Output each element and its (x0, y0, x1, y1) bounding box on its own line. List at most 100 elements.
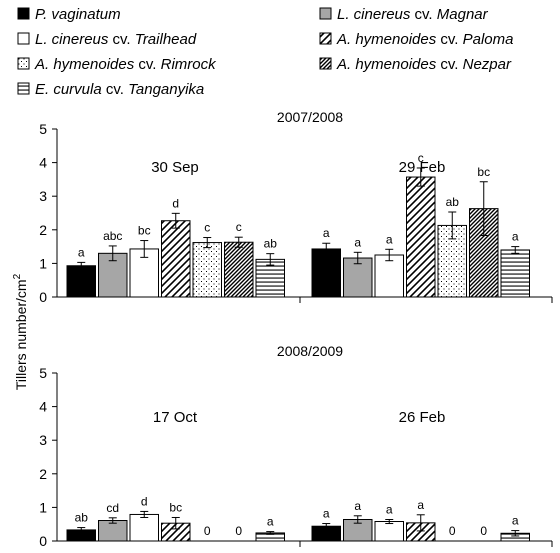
bar (161, 220, 191, 298)
y-tick-label: 4 (39, 155, 47, 171)
significance-letter: 0 (480, 524, 487, 538)
significance-letter: bc (169, 500, 182, 514)
significance-letter: c (418, 151, 424, 165)
legend-label-part: P. vaginatum (35, 6, 121, 23)
bar (406, 176, 436, 298)
significance-letter: d (172, 196, 179, 210)
legend-item-2: L. cinereus cv. Magnar (319, 6, 489, 23)
legend-label-part: E. curvula (35, 81, 102, 98)
legend-swatch (319, 57, 332, 70)
significance-letter: 0 (235, 524, 242, 538)
legend-swatch (17, 7, 30, 20)
significance-letter: a (323, 226, 330, 240)
significance-letter: ab (446, 195, 460, 209)
legend-label-part: Paloma (463, 31, 514, 48)
y-tick-label: 1 (39, 255, 47, 271)
legend-label-part: L. cinereus (35, 31, 109, 48)
legend-label-part: A. hymenoides (336, 31, 437, 48)
legend-label-part: cv. (410, 6, 436, 23)
significance-letter: ab (75, 511, 89, 525)
bar (500, 249, 530, 298)
legend-label-part: cv. (108, 31, 134, 48)
significance-letter: a (354, 235, 361, 249)
legend-label-part: cv. (436, 31, 462, 48)
legend-label: P. vaginatum (35, 6, 121, 23)
significance-letter: abc (103, 229, 122, 243)
significance-letter: a (386, 232, 393, 246)
legend-swatch (319, 7, 332, 20)
significance-letter: bc (138, 224, 151, 238)
significance-letter: ab (264, 237, 278, 251)
significance-letter: cd (106, 501, 119, 515)
significance-letter: a (417, 498, 424, 512)
legend-item-5: A. hymenoides cv. Rimrock (17, 56, 217, 73)
y-axis-label-main: Tillers number/cm (13, 279, 29, 390)
group-1: 17 Oct ab cd d bc 0 0 a (66, 409, 285, 542)
y-tick-label: 2 (39, 222, 47, 238)
y-tick-label: 3 (39, 432, 47, 448)
legend-label-part: Magnar (437, 6, 489, 23)
significance-letter: a (323, 507, 330, 521)
season-label: 2007/2008 (277, 109, 343, 125)
legend-label-part: A. hymenoides (34, 56, 135, 73)
y-tick-label: 3 (39, 188, 47, 204)
group-1: 30 Sep a abc bc d c c ab (66, 159, 285, 298)
y-tick-label: 2 (39, 466, 47, 482)
legend-swatch (17, 32, 30, 45)
bar (129, 513, 159, 542)
y-tick-label: 0 (39, 289, 47, 305)
y-tick-label: 0 (39, 533, 47, 548)
legend-label-part: A. hymenoides (336, 56, 437, 73)
significance-letter: a (512, 230, 519, 244)
significance-letter: a (78, 245, 85, 259)
significance-letter: 0 (204, 524, 211, 538)
bar (255, 258, 285, 298)
y-axis-label-superscript: 2 (12, 273, 23, 279)
season-label: 2008/2009 (277, 343, 343, 359)
bar (66, 265, 96, 298)
significance-letter: d (141, 494, 148, 508)
bar (311, 248, 341, 298)
legend-item-3: L. cinereus cv. Trailhead (17, 31, 197, 48)
significance-letter: a (267, 515, 274, 529)
significance-letter: c (236, 220, 242, 234)
legend-item-7: E. curvula cv. Tanganyika (17, 81, 204, 98)
group-2: 26 Feb a a a a 0 0 a (311, 409, 530, 542)
y-tick-label: 4 (39, 399, 47, 415)
legend-label-part: L. cinereus (337, 6, 411, 23)
group-label: 30 Sep (151, 159, 199, 176)
legend-swatch (319, 32, 332, 45)
bar (469, 208, 499, 298)
legend-swatch (17, 82, 30, 95)
group-label: 26 Feb (399, 409, 446, 426)
legend-label-part: Trailhead (135, 31, 197, 48)
legend-label-part: cv. (134, 56, 160, 73)
y-tick-label: 5 (39, 121, 47, 137)
legend-label: L. cinereus cv. Magnar (337, 6, 489, 23)
group-label: 17 Oct (153, 409, 198, 426)
legend-label: E. curvula cv. Tanganyika (35, 81, 204, 98)
significance-letter: a (512, 514, 519, 528)
legend-label-part: Rimrock (161, 56, 217, 73)
legend-item-6: A. hymenoides cv. Nezpar (319, 56, 512, 73)
legend-label-part: Tanganyika (128, 81, 204, 98)
legend-label: A. hymenoides cv. Nezpar (336, 56, 512, 73)
legend-label: A. hymenoides cv. Rimrock (34, 56, 217, 73)
significance-letter: bc (477, 165, 490, 179)
significance-letter: c (204, 221, 210, 235)
legend-label-part: Nezpar (463, 56, 512, 73)
significance-letter: a (386, 502, 393, 516)
legend-item-4: A. hymenoides cv. Paloma (319, 31, 513, 48)
legend-label: A. hymenoides cv. Paloma (336, 31, 513, 48)
bar (374, 521, 404, 542)
y-tick-label: 5 (39, 365, 47, 381)
bar (224, 241, 254, 298)
legend-swatch (17, 57, 30, 70)
bar (98, 252, 128, 298)
significance-letter: 0 (449, 524, 456, 538)
bar (374, 254, 404, 298)
significance-letter: a (354, 499, 361, 513)
